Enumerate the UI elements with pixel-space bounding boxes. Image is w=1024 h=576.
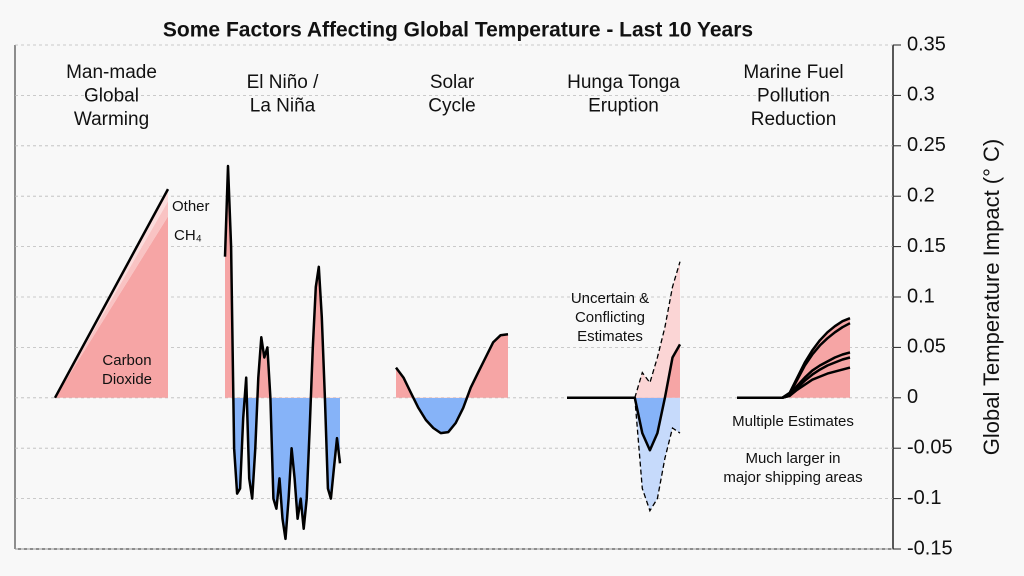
panel-label: Reduction [751, 109, 837, 130]
positive-area [567, 344, 680, 398]
panel-label: Man-made [66, 62, 157, 83]
series-line [395, 333, 509, 435]
y-tick-label: 0.3 [907, 84, 935, 106]
envelope-area [737, 318, 850, 398]
annotation: Estimates [577, 328, 643, 345]
y-tick-label: 0.15 [907, 235, 946, 257]
panel-label: Eruption [588, 96, 659, 117]
panel-label: Solar [430, 72, 475, 93]
lower-line [634, 397, 681, 513]
series-label: CH₄ [174, 227, 202, 244]
panel-label: Cycle [428, 96, 476, 117]
upper-line [634, 261, 681, 398]
series-line [567, 343, 682, 452]
y-tick-label: 0.05 [907, 336, 946, 358]
y-tick-label: 0.35 [907, 33, 946, 55]
series-label: Other [172, 198, 210, 215]
y-axis-label: Global Temperature Impact (° C) [979, 139, 1004, 456]
y-tick-label: -0.1 [907, 487, 941, 509]
chart-title: Some Factors Affecting Global Temperatur… [163, 19, 753, 42]
y-tick-label: 0.1 [907, 285, 935, 307]
negative-area [233, 398, 340, 539]
y-tick-label: 0.25 [907, 134, 946, 156]
y-tick-label: 0 [907, 386, 918, 408]
panel-label: Pollution [757, 86, 830, 107]
panel-label: La Niña [250, 96, 316, 117]
negative-area [634, 398, 665, 451]
annotation: major shipping areas [723, 469, 862, 486]
positive-area [396, 334, 508, 398]
panel-label: El Niño / [247, 72, 320, 93]
series-label: Carbon Dioxide [102, 352, 152, 388]
panel-label: Global [84, 86, 139, 107]
y-tick-label: -0.15 [907, 537, 953, 559]
panel-label: Hunga Tonga [567, 72, 680, 93]
series-line [223, 164, 342, 541]
total-line [53, 188, 170, 399]
panel-label: Warming [74, 109, 149, 130]
upper-band [634, 261, 680, 398]
annotation: Uncertain & [571, 290, 649, 307]
y-tick-label: 0.2 [907, 184, 935, 206]
series-line [737, 366, 851, 400]
annotation: Conflicting [575, 309, 645, 326]
annotation: Multiple Estimates [732, 413, 854, 430]
panel-label: Marine Fuel [743, 62, 843, 83]
y-tick-label: -0.05 [907, 436, 953, 458]
stacked-area [55, 216, 168, 398]
annotation: Much larger in [745, 450, 840, 467]
